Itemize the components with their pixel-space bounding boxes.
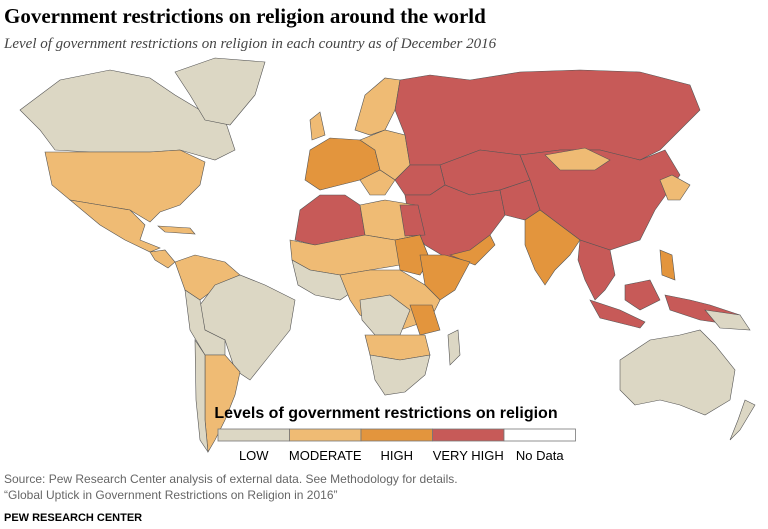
legend-label: MODERATE: [289, 448, 362, 463]
legend-swatch: [360, 428, 433, 442]
cuba: [157, 225, 196, 235]
balkans: [359, 169, 396, 196]
madagascar: [447, 329, 461, 366]
legend-label: No Data: [516, 448, 564, 463]
legend-title: Levels of government restrictions on rel…: [214, 405, 557, 422]
india: [524, 209, 581, 286]
new-guinea: [704, 309, 751, 331]
title: Government restrictions on religion arou…: [4, 4, 486, 28]
tanzania: [409, 304, 441, 336]
new-zealand: [729, 399, 756, 441]
greenland: [174, 57, 266, 126]
source: Source: Pew Research Center analysis of …: [4, 472, 458, 486]
legend-label: HIGH: [381, 448, 414, 463]
legend-swatch: [503, 428, 576, 442]
credit: PEW RESEARCH CENTER: [4, 512, 143, 524]
indochina: [577, 239, 616, 301]
legend-swatch: [432, 428, 505, 442]
source: “Global Uptick in Government Restriction…: [4, 488, 338, 502]
legend-label: LOW: [239, 448, 269, 463]
southern-africa: [369, 354, 431, 396]
chile: [194, 338, 209, 453]
world-map: [19, 57, 756, 453]
korea-japan: [659, 174, 691, 201]
yemen-oman: [449, 234, 496, 266]
subtitle: Level of government restrictions on reli…: [4, 36, 497, 52]
legend-swatch: [217, 428, 290, 442]
australia: [619, 329, 736, 416]
mexico: [68, 199, 161, 253]
legend-swatch: [289, 428, 362, 442]
indonesia-west: [589, 299, 646, 329]
borneo: [624, 279, 661, 311]
central-america: [149, 249, 176, 269]
mongolia: [544, 147, 611, 171]
west-africa: [291, 259, 356, 301]
philippines: [659, 249, 676, 281]
canada-alaska: [19, 69, 236, 161]
peru-bolivia: [184, 289, 226, 356]
legend-label: VERY HIGH: [433, 448, 504, 463]
egypt: [399, 204, 426, 237]
uk: [309, 111, 326, 141]
